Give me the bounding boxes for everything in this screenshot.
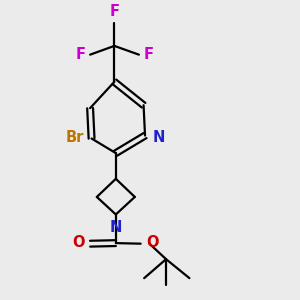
Text: F: F [110,4,119,19]
Text: N: N [110,220,122,235]
Text: N: N [152,130,165,145]
Text: O: O [72,235,85,250]
Text: F: F [76,47,86,62]
Text: O: O [146,235,158,250]
Text: F: F [143,47,153,62]
Text: Br: Br [66,130,84,145]
